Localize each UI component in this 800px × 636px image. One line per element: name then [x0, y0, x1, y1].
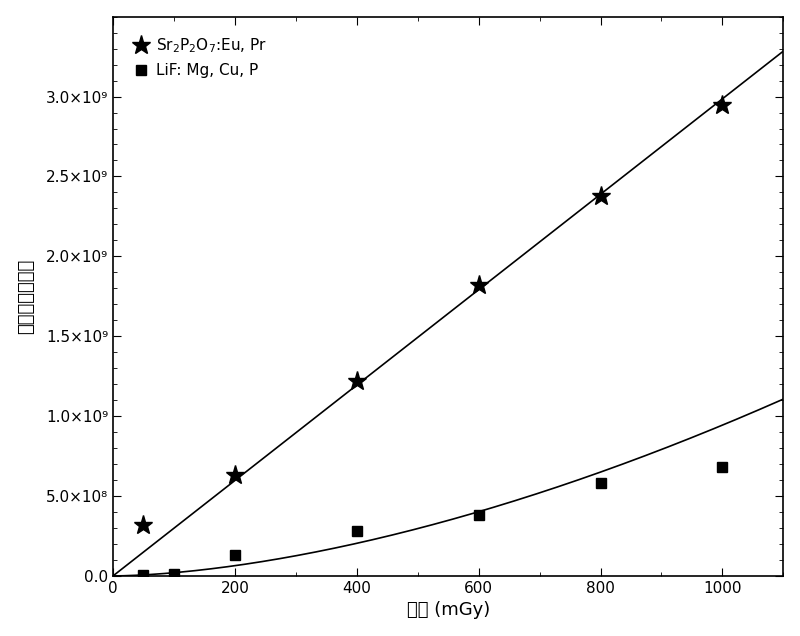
X-axis label: 剂量 (mGy): 剂量 (mGy)	[406, 601, 490, 619]
Sr$_2$P$_2$O$_7$:Eu, Pr	[352, 377, 362, 385]
LiF: Mg, Cu, P: (200, 1.3e+08): Mg, Cu, P: (200, 1.3e+08)	[230, 551, 240, 559]
Sr$_2$P$_2$O$_7$:Eu, Pr	[718, 100, 727, 108]
Line: LiF: Mg, Cu, P: LiF: Mg, Cu, P	[138, 462, 727, 580]
Legend: Sr$_2$P$_2$O$_7$:Eu, Pr, LiF: Mg, Cu, P: Sr$_2$P$_2$O$_7$:Eu, Pr, LiF: Mg, Cu, P	[121, 24, 279, 90]
LiF: Mg, Cu, P: (400, 2.8e+08): Mg, Cu, P: (400, 2.8e+08)	[352, 527, 362, 535]
LiF: Mg, Cu, P: (1e+03, 6.8e+08): Mg, Cu, P: (1e+03, 6.8e+08)	[718, 464, 727, 471]
Sr$_2$P$_2$O$_7$:Eu, Pr	[138, 521, 148, 529]
Y-axis label: 热释光相对强度: 热释光相对强度	[17, 259, 34, 334]
LiF: Mg, Cu, P: (600, 3.8e+08): Mg, Cu, P: (600, 3.8e+08)	[474, 511, 483, 519]
Sr$_2$P$_2$O$_7$:Eu, Pr	[230, 471, 240, 479]
LiF: Mg, Cu, P: (50, 5e+06): Mg, Cu, P: (50, 5e+06)	[138, 571, 148, 579]
LiF: Mg, Cu, P: (100, 1.5e+07): Mg, Cu, P: (100, 1.5e+07)	[169, 570, 178, 577]
Line: Sr$_2$P$_2$O$_7$:Eu, Pr: Sr$_2$P$_2$O$_7$:Eu, Pr	[134, 95, 732, 534]
Sr$_2$P$_2$O$_7$:Eu, Pr	[474, 281, 483, 289]
Sr$_2$P$_2$O$_7$:Eu, Pr	[596, 192, 606, 200]
LiF: Mg, Cu, P: (800, 5.8e+08): Mg, Cu, P: (800, 5.8e+08)	[596, 480, 606, 487]
